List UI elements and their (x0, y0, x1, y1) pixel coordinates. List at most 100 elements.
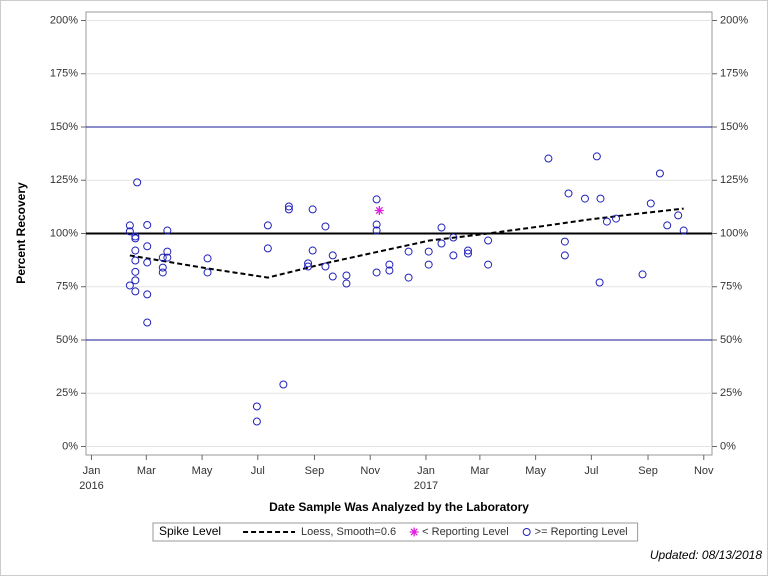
circle-marker (595, 278, 604, 287)
circle-marker (385, 266, 394, 275)
x-tick-label: Mar (137, 465, 156, 477)
circle-marker (131, 267, 140, 276)
circle-marker (372, 195, 381, 204)
circle-marker (133, 178, 142, 187)
loess-line (129, 207, 684, 279)
circle-marker (158, 268, 167, 277)
circle-marker (602, 217, 611, 226)
circle-marker (449, 233, 458, 242)
circle-marker (592, 152, 601, 161)
legend-swatch (409, 527, 419, 537)
legend-swatch (522, 528, 531, 536)
x-tick-label: Jul (584, 465, 598, 477)
circle-marker (424, 247, 433, 256)
circle-marker (131, 234, 140, 243)
y-tick-label: 200% (50, 14, 78, 26)
y2-tick-label: 50% (720, 334, 742, 346)
x-axis-label: Date Sample Was Analyzed by the Laborato… (269, 500, 529, 514)
footnote: Updated: 08/13/2018 (650, 548, 762, 562)
circle-marker (308, 246, 317, 255)
x-tick-label: May (192, 465, 213, 477)
x-tick-label: Mar (470, 465, 489, 477)
circle-marker (284, 202, 293, 211)
circle-marker (385, 260, 394, 269)
circle-marker (252, 402, 261, 411)
y-tick-label: 125% (50, 174, 78, 186)
y-tick-label: 150% (50, 121, 78, 133)
circle-marker (263, 221, 272, 230)
y2-tick-label: 75% (720, 281, 742, 293)
x-tick-label: Jan (83, 465, 101, 477)
circle-marker (203, 268, 212, 277)
circle-marker (158, 253, 167, 262)
x-tick-label: Nov (360, 465, 380, 477)
circle-marker (163, 253, 172, 262)
circle-marker (143, 220, 152, 229)
x-tick-label: Sep (638, 465, 658, 477)
circle-marker (279, 380, 288, 389)
star-marker (374, 205, 384, 215)
circle-marker (304, 259, 313, 268)
y-tick-label: 50% (56, 334, 78, 346)
circle-marker (679, 226, 688, 235)
circle-marker (328, 272, 337, 281)
y2-tick-label: 100% (720, 227, 748, 239)
circle-marker (404, 273, 413, 282)
circle-marker (463, 246, 472, 255)
y2-tick-label: 200% (720, 14, 748, 26)
x-tick-label: Sep (305, 465, 325, 477)
circle-marker (163, 247, 172, 256)
circle-marker (437, 223, 446, 232)
circle-marker (560, 237, 569, 246)
legend-box (152, 522, 639, 542)
circle-marker (131, 246, 140, 255)
circle-marker (372, 268, 381, 277)
circle-marker (342, 271, 351, 280)
y-axis-label: Percent Recovery (14, 182, 28, 284)
circle-marker (131, 287, 140, 296)
circle-marker (203, 254, 212, 263)
circle-marker (125, 227, 134, 236)
y2-tick-label: 125% (720, 174, 748, 186)
circle-marker (125, 221, 134, 230)
circle-marker (596, 194, 605, 203)
circle-marker (143, 258, 152, 267)
circle-marker (321, 262, 330, 271)
x-tick-label: Jul (251, 465, 265, 477)
circle-marker (463, 249, 472, 258)
circle-marker (372, 226, 381, 235)
circle-marker (437, 239, 446, 248)
x-tick-label: Jan (417, 465, 435, 477)
circle-marker (263, 244, 272, 253)
circle-marker (125, 281, 134, 290)
circle-marker (328, 251, 337, 260)
circle-marker (655, 169, 664, 178)
circle-marker (143, 318, 152, 327)
circle-marker (484, 236, 493, 245)
circle-marker (163, 226, 172, 235)
circle-marker (663, 221, 672, 230)
circle-marker (143, 242, 152, 251)
circle-marker (158, 263, 167, 272)
circle-marker (646, 199, 655, 208)
legend-label: < Reporting Level (422, 526, 509, 538)
y-tick-label: 175% (50, 68, 78, 80)
circle-marker (308, 205, 317, 214)
circle-marker (131, 256, 140, 265)
circle-marker (564, 189, 573, 198)
y2-tick-label: 25% (720, 387, 742, 399)
x-tick-label: Nov (694, 465, 714, 477)
circle-marker (544, 154, 553, 163)
y-tick-label: 100% (50, 227, 78, 239)
circle-marker (424, 260, 433, 269)
y-tick-label: 75% (56, 281, 78, 293)
y-tick-label: 0% (62, 440, 78, 452)
y-tick-label: 25% (56, 387, 78, 399)
legend-label: >= Reporting Level (535, 526, 628, 538)
circle-marker (131, 276, 140, 285)
circle-marker (304, 262, 313, 271)
circle-marker (580, 194, 589, 203)
x-tick-year: 2017 (414, 480, 438, 492)
circle-marker (484, 260, 493, 269)
